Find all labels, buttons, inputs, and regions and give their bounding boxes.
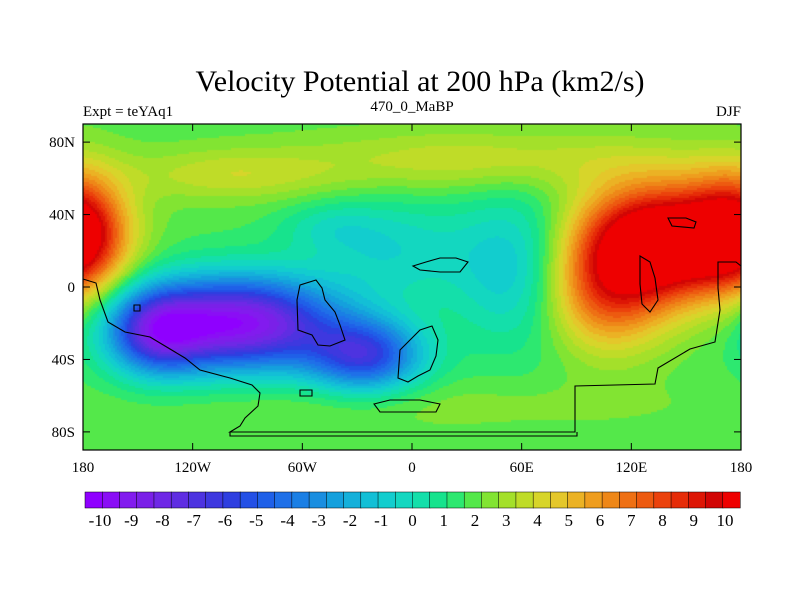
colorbar-label: -3	[312, 511, 326, 530]
y-tick-label: 40N	[49, 208, 75, 224]
colorbar-swatch	[257, 491, 276, 509]
colorbar-label: -5	[249, 511, 263, 530]
colorbar-label: 9	[690, 511, 699, 530]
colorbar-label: 10	[717, 511, 734, 530]
colorbar-swatch	[343, 491, 362, 509]
colorbar-swatch	[550, 491, 569, 509]
coastline-group	[82, 217, 742, 437]
coastline-eastern-peninsula	[639, 255, 659, 313]
season-label: DJF	[716, 104, 741, 120]
colorbar: -10 -9 -8 -7 -6 -5 -4 -3 -2 -1 0 1 2 3 4 5 6 7 8 9 10	[84, 491, 741, 530]
colorbar-label: 0	[408, 511, 417, 530]
colorbar-swatch	[481, 491, 500, 509]
colorbar-label: 4	[533, 511, 542, 530]
y-tick-label: 80N	[49, 135, 75, 151]
y-tick-label: 80S	[52, 425, 75, 441]
colorbar-swatch	[515, 491, 534, 509]
colorbar-swatch	[170, 491, 189, 509]
contour-field	[83, 124, 741, 450]
colorbar-swatch	[601, 491, 620, 509]
x-tick-label: 60W	[288, 460, 318, 476]
colorbar-swatch	[239, 491, 258, 509]
colorbar-label: 2	[471, 511, 480, 530]
colorbar-swatch	[567, 491, 586, 509]
colorbar-label: -9	[124, 511, 138, 530]
period-label: 470_0_MaBP	[370, 99, 453, 115]
x-tick-label: 120W	[174, 460, 212, 476]
coastline-south-america	[82, 261, 742, 433]
coastline-ice-shelf	[373, 399, 441, 413]
x-tick-label: 120E	[615, 460, 647, 476]
colorbar-swatch	[136, 491, 155, 509]
x-tick-label: 180	[72, 460, 95, 476]
colorbar-label: -4	[280, 511, 295, 530]
x-tick-label: 0	[408, 460, 416, 476]
experiment-label: Expt = teYAq1	[83, 104, 173, 120]
colorbar-swatch	[222, 491, 241, 509]
colorbar-swatch	[308, 491, 327, 509]
colorbar-label: -7	[187, 511, 202, 530]
colorbar-swatch	[326, 491, 345, 509]
coastline-southern-landmass	[397, 325, 439, 383]
chart-title: Velocity Potential at 200 hPa (km2/s)	[195, 65, 644, 98]
colorbar-swatch	[636, 491, 655, 509]
coastline-islet-b	[299, 389, 313, 397]
colorbar-label: -8	[155, 511, 169, 530]
colorbar-swatch	[153, 491, 172, 509]
colorbar-swatch	[498, 491, 517, 509]
colorbar-swatch	[446, 491, 465, 509]
colorbar-swatch	[205, 491, 224, 509]
colorbar-swatch	[429, 491, 448, 509]
colorbar-label: 3	[502, 511, 511, 530]
colorbar-swatch	[584, 491, 603, 509]
colorbar-swatch	[722, 491, 741, 509]
colorbar-swatch	[360, 491, 379, 509]
coastline-northeast-block	[667, 217, 697, 229]
colorbar-label: 8	[658, 511, 667, 530]
coastline-islet-a	[133, 304, 141, 312]
colorbar-label: -2	[343, 511, 357, 530]
x-axis: 180 120W 60W 0 60E 120E 180	[72, 124, 753, 476]
x-tick-label: 60E	[510, 460, 534, 476]
colorbar-label: -6	[218, 511, 232, 530]
colorbar-swatch	[119, 491, 138, 509]
colorbar-swatch	[377, 491, 396, 509]
x-tick-label: 180	[730, 460, 753, 476]
colorbar-swatch	[619, 491, 638, 509]
colorbar-label: 1	[440, 511, 449, 530]
colorbar-label: 5	[565, 511, 574, 530]
coastline-northern-island	[411, 257, 469, 273]
y-tick-label: 40S	[52, 352, 75, 368]
coastline-central-landmass	[296, 279, 346, 347]
colorbar-swatch	[101, 491, 121, 509]
colorbar-swatch	[532, 491, 551, 509]
colorbar-swatch	[670, 491, 689, 509]
colorbar-swatch	[412, 491, 431, 509]
colorbar-swatch	[84, 491, 103, 509]
colorbar-swatch	[291, 491, 310, 509]
colorbar-swatch	[188, 491, 207, 509]
colorbar-label: -10	[89, 511, 112, 530]
colorbar-swatch	[688, 491, 707, 509]
colorbar-label: -1	[374, 511, 388, 530]
coastline-antarctic-interior	[229, 432, 578, 437]
colorbar-label: 6	[596, 511, 605, 530]
colorbar-swatch	[395, 491, 414, 509]
y-axis: 80N 40N 0 40S 80S	[49, 135, 741, 441]
colorbar-swatch	[274, 491, 293, 509]
y-tick-label: 0	[68, 280, 76, 296]
colorbar-label: 7	[627, 511, 636, 530]
colorbar-swatch	[653, 491, 672, 509]
colorbar-swatch	[463, 491, 482, 509]
colorbar-swatch	[705, 491, 724, 509]
